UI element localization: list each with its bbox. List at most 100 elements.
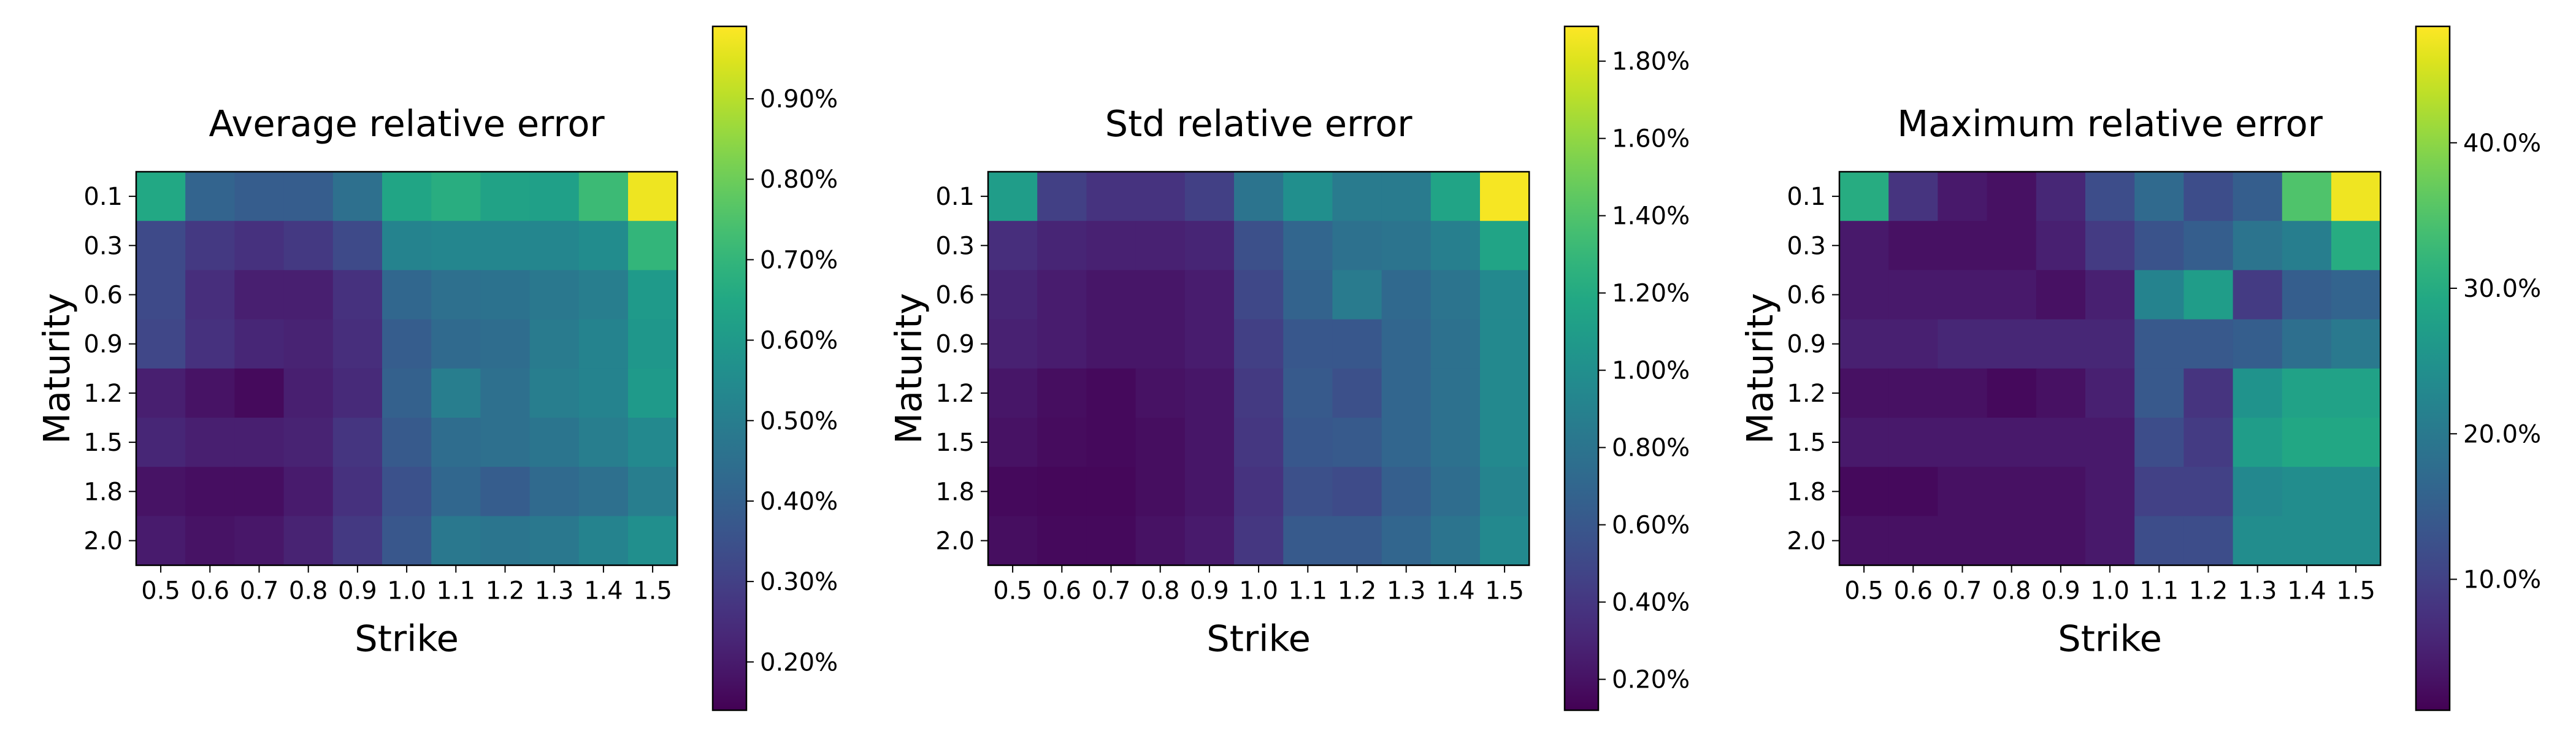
x-tick-label: 1.2 [2189, 577, 2228, 605]
heatmap-cell [2085, 221, 2135, 270]
heatmap-cell [2134, 221, 2184, 270]
heatmap-cell [1987, 516, 2037, 566]
heatmap-cell [431, 221, 481, 270]
heatmap-cell [1987, 368, 2037, 418]
x-tick-label: 0.6 [1042, 577, 1081, 605]
heatmap-cell [1283, 172, 1333, 221]
heatmap-cell [2282, 319, 2332, 369]
x-axis-label: Strike [355, 618, 459, 660]
x-tick-label: 1.1 [436, 577, 475, 605]
heatmap-cell [2085, 270, 2135, 320]
x-tick-label: 0.5 [1844, 577, 1884, 605]
heatmap-cell [628, 368, 678, 418]
colorbar-tick-label: 0.50% [760, 407, 838, 435]
heatmap-cell [1184, 467, 1235, 516]
heatmap-cell [2134, 516, 2184, 566]
heatmap-cell [578, 270, 629, 320]
x-tick-label: 1.0 [387, 577, 426, 605]
colorbar-tick-label: 40.0% [2463, 129, 2541, 158]
heatmap-cell [382, 221, 432, 270]
heatmap-cell [1037, 221, 1087, 270]
heatmap-cell [431, 172, 481, 221]
heatmap-cell [1938, 172, 1988, 221]
heatmap-cell [185, 467, 235, 516]
heatmap-cell [2282, 418, 2332, 467]
heatmap-cell [382, 172, 432, 221]
heatmap-cell [1480, 319, 1530, 369]
heatmap-cell [185, 221, 235, 270]
heatmap-cell [988, 270, 1038, 320]
heatmap-cell [1480, 221, 1530, 270]
x-tick-label: 0.7 [1092, 577, 1131, 605]
heatmap-cell [2085, 172, 2135, 221]
x-tick-label: 0.7 [1943, 577, 1982, 605]
heatmap-cell [234, 368, 285, 418]
heatmap-cell [283, 270, 334, 320]
heatmap-cell [988, 467, 1038, 516]
heatmap-cell [185, 270, 235, 320]
heatmap-cell [332, 270, 383, 320]
heatmap-cell [1283, 270, 1333, 320]
heatmap-cells [136, 172, 678, 566]
y-tick-label: 1.2 [935, 380, 975, 408]
heatmap-cell [1938, 270, 1988, 320]
heatmap-cell [1037, 368, 1087, 418]
heatmap-cell [382, 467, 432, 516]
heatmap-cell [578, 516, 629, 566]
heatmap-cell [1888, 368, 1938, 418]
heatmap-cell [1283, 319, 1333, 369]
heatmap-cell [2183, 319, 2234, 369]
heatmap-cell [1283, 221, 1333, 270]
heatmap-cell [382, 368, 432, 418]
heatmap-cell [136, 516, 186, 566]
heatmap-cell [2233, 221, 2283, 270]
heatmap-cell [628, 319, 678, 369]
heatmap-cell [1184, 221, 1235, 270]
heatmap-cell [988, 418, 1038, 467]
colorbar-tick-label: 1.60% [1612, 125, 1690, 153]
heatmap-cell [529, 418, 580, 467]
x-tick-label: 0.8 [1141, 577, 1180, 605]
heatmap-cell [1888, 516, 1938, 566]
colorbar-tick-label: 1.20% [1612, 280, 1690, 308]
heatmap-cell [628, 467, 678, 516]
heatmap-cell [283, 319, 334, 369]
heatmap-cell [628, 221, 678, 270]
heatmap-cell [234, 172, 285, 221]
heatmap-cell [2085, 516, 2135, 566]
heatmap-cell [2183, 270, 2234, 320]
heatmap-cell [2036, 418, 2086, 467]
heatmap-cell [1234, 467, 1284, 516]
heatmap-cell [1332, 467, 1382, 516]
y-tick-label: 2.0 [1787, 527, 1826, 556]
y-tick-label: 1.8 [83, 478, 123, 506]
heatmap-cell [1938, 319, 1988, 369]
y-tick-label: 0.1 [935, 183, 975, 211]
heatmap-cell [1332, 368, 1382, 418]
heatmap-cell [1480, 516, 1530, 566]
heatmap-cell [2282, 172, 2332, 221]
heatmap-cell [1234, 368, 1284, 418]
heatmap-cell [234, 516, 285, 566]
heatmap-cell [988, 368, 1038, 418]
heatmap-cell [2036, 467, 2086, 516]
heatmap-cell [1839, 368, 1889, 418]
heatmap-cell [1037, 319, 1087, 369]
heatmap-cell [1086, 172, 1137, 221]
heatmap-cell [578, 418, 629, 467]
heatmap-cell [2331, 221, 2381, 270]
heatmap-cell [1839, 467, 1889, 516]
y-tick-label: 2.0 [83, 527, 123, 556]
heatmap-cell [529, 172, 580, 221]
colorbar-tick-label: 0.80% [760, 166, 838, 194]
heatmap-cell [1037, 172, 1087, 221]
heatmap-cell [480, 221, 531, 270]
heatmap-cell [1480, 172, 1530, 221]
heatmap-cell [2036, 270, 2086, 320]
heatmap-cell [1086, 368, 1137, 418]
heatmap-cell [628, 418, 678, 467]
heatmap-cell [2134, 368, 2184, 418]
heatmap-cell [431, 270, 481, 320]
heatmap-cell [1987, 221, 2037, 270]
